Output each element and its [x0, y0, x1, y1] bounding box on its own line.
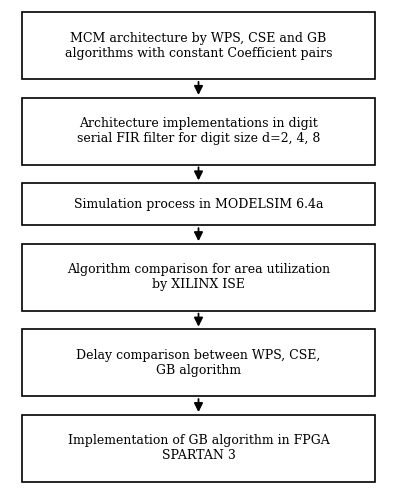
Bar — [22, 12, 375, 79]
Text: Delay comparison between WPS, CSE,
GB algorithm: Delay comparison between WPS, CSE, GB al… — [76, 349, 321, 377]
Text: Implementation of GB algorithm in FPGA
SPARTAN 3: Implementation of GB algorithm in FPGA S… — [67, 434, 330, 462]
Text: Architecture implementations in digit
serial FIR filter for digit size d=2, 4, 8: Architecture implementations in digit se… — [77, 117, 320, 145]
Bar — [22, 415, 375, 482]
Text: Algorithm comparison for area utilization
by XILINX ISE: Algorithm comparison for area utilizatio… — [67, 263, 330, 291]
Bar — [22, 183, 375, 225]
Bar — [22, 244, 375, 311]
Bar — [22, 98, 375, 165]
Bar — [22, 329, 375, 396]
Text: Simulation process in MODELSIM 6.4a: Simulation process in MODELSIM 6.4a — [74, 198, 323, 211]
Text: MCM architecture by WPS, CSE and GB
algorithms with constant Coefficient pairs: MCM architecture by WPS, CSE and GB algo… — [65, 32, 332, 60]
